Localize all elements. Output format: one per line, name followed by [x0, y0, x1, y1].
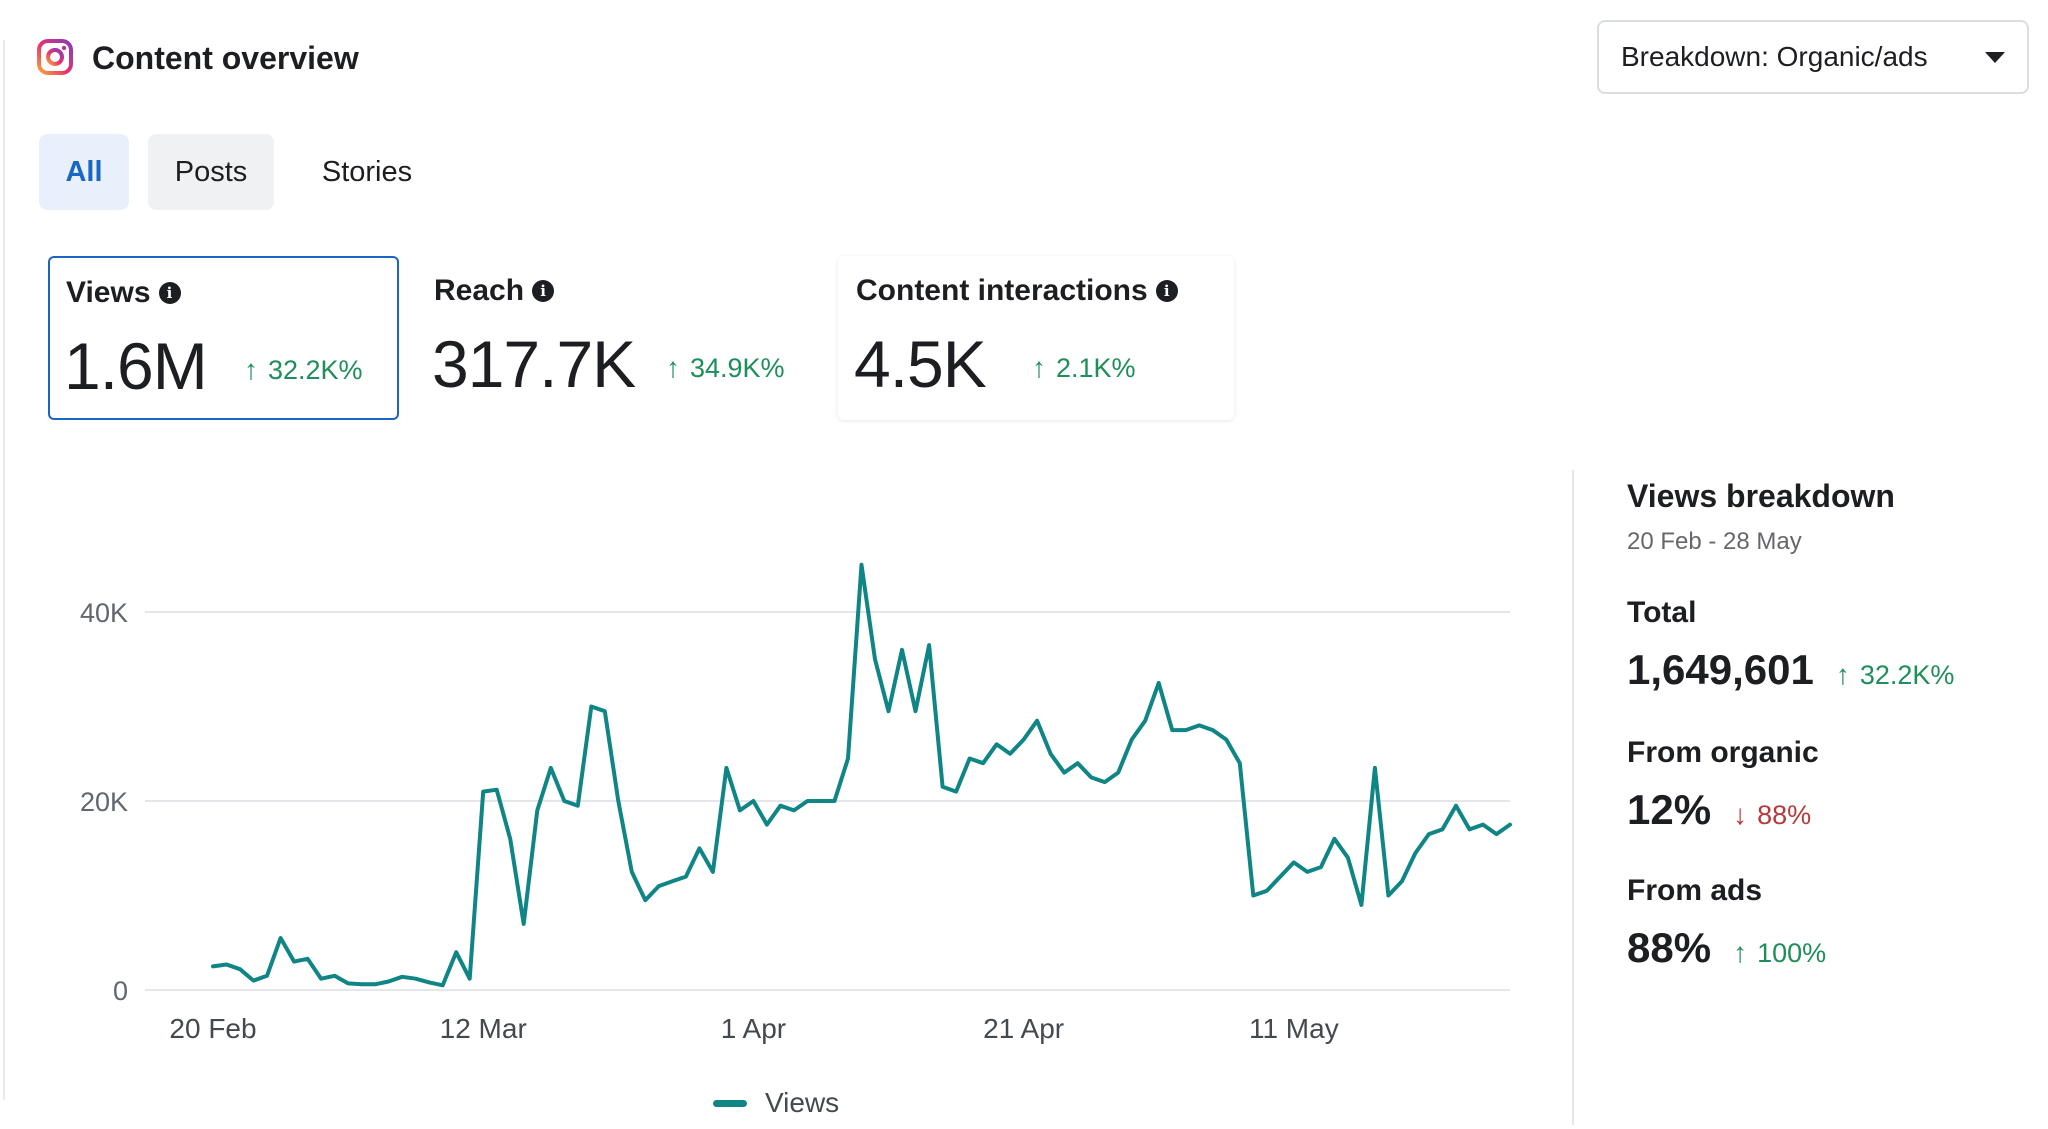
x-tick-label-3: 21 Apr: [983, 1013, 1064, 1044]
y-tick-label-1: 20K: [80, 787, 128, 817]
panel-divider: [1572, 470, 1574, 1125]
legend-label-views: Views: [765, 1087, 840, 1118]
total-label: Total: [1627, 596, 1697, 629]
chart-legend[interactable]: Views: [713, 1087, 839, 1119]
instagram-icon: [37, 39, 73, 75]
info-icon[interactable]: i: [532, 280, 555, 302]
breakdown-date-range: 20 Feb - 28 May: [1627, 528, 1802, 555]
ads-value: 88%: [1627, 924, 1712, 971]
page-title: Content overview: [92, 40, 359, 76]
organic-value: 12%: [1627, 786, 1712, 833]
tab-all[interactable]: All: [39, 134, 129, 210]
breakdown-dropdown-label: Breakdown: Organic/ads: [1621, 41, 1928, 72]
breakdown-title: Views breakdown: [1627, 478, 1895, 514]
metric-label-reach: Reach: [434, 274, 525, 307]
info-icon[interactable]: i: [158, 282, 181, 304]
arrow-up-icon: ↑: [1733, 937, 1748, 968]
breakdown-dropdown[interactable]: Breakdown: Organic/ads: [1597, 20, 2029, 94]
metric-card-reach[interactable]: Reach i 317.7K ↑ 34.9K%: [416, 256, 820, 420]
metric-delta-content-interactions: 2.1K%: [1056, 353, 1136, 383]
views-line-chart[interactable]: 0 20K 40K 20 Feb 12 Mar 1 Apr 21 Apr 11 May: [0, 470, 1540, 1090]
metric-value-content-interactions: 4.5K: [854, 327, 987, 401]
metric-card-content-interactions[interactable]: Content interactions i 4.5K ↑ 2.1K%: [838, 256, 1234, 420]
organic-label: From organic: [1627, 736, 1819, 769]
tab-posts[interactable]: Posts: [148, 134, 274, 210]
info-icon[interactable]: i: [1155, 280, 1178, 302]
ads-label: From ads: [1627, 874, 1763, 907]
x-tick-label-4: 11 May: [1249, 1013, 1339, 1044]
total-value: 1,649,601: [1627, 646, 1814, 693]
x-tick-label-1: 12 Mar: [440, 1013, 527, 1044]
metric-delta-reach: 34.9K%: [690, 353, 785, 383]
ads-delta: 100%: [1757, 938, 1827, 968]
legend-swatch-views: [713, 1099, 747, 1107]
y-tick-label-0: 0: [113, 976, 128, 1006]
x-tick-label-0: 20 Feb: [169, 1013, 256, 1044]
arrow-up-icon: ↑: [1835, 659, 1850, 690]
arrow-up-icon: ↑: [666, 352, 680, 383]
caret-down-icon: [1985, 51, 2005, 63]
panel-left-border: [3, 40, 5, 1100]
metric-card-views[interactable]: Views i 1.6M ↑ 32.2K%: [48, 256, 399, 420]
tab-stories[interactable]: Stories: [321, 155, 413, 188]
metric-value-views: 1.6M: [64, 329, 208, 403]
arrow-up-icon: ↑: [1032, 352, 1046, 383]
metric-label-content-interactions: Content interactions: [856, 274, 1148, 307]
x-tick-label-2: 1 Apr: [721, 1013, 786, 1044]
metric-label-views: Views: [66, 276, 151, 309]
y-tick-label-2: 40K: [80, 598, 128, 628]
total-delta: 32.2K%: [1859, 660, 1955, 690]
organic-delta: 88%: [1757, 800, 1812, 830]
series-line-views: [211, 562, 1512, 988]
metric-value-reach: 317.7K: [432, 327, 636, 401]
metric-delta-views: 32.2K%: [268, 355, 363, 385]
arrow-up-icon: ↑: [244, 354, 258, 385]
arrow-down-icon: ↓: [1733, 799, 1748, 830]
